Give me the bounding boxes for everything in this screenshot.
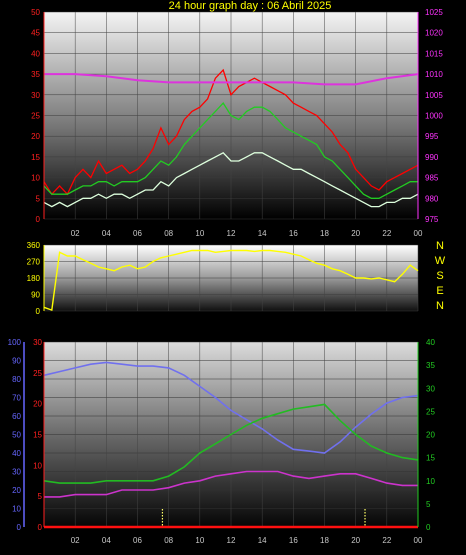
y2-tick-label: 980 bbox=[425, 194, 439, 203]
y-tick-label: 40 bbox=[31, 49, 40, 58]
y2-tick-label: 20 bbox=[426, 431, 435, 440]
y-temp-tick-label: 25 bbox=[33, 369, 42, 378]
x-tick-label: 08 bbox=[164, 229, 173, 238]
y2-tick-label: 10 bbox=[426, 477, 435, 486]
x-tick-label: 00 bbox=[414, 229, 423, 238]
y-tick-label: 10 bbox=[31, 174, 40, 183]
x-tick-label: 12 bbox=[227, 229, 236, 238]
humidity-series bbox=[43, 361, 419, 454]
y-temp-tick-label: 0 bbox=[38, 523, 43, 532]
y2-tick-label: 1010 bbox=[425, 70, 443, 79]
x-tick-label: 14 bbox=[258, 536, 267, 545]
direction-series bbox=[43, 249, 419, 312]
y-temp-tick-label: 15 bbox=[33, 431, 42, 440]
x-tick-label: 02 bbox=[71, 229, 80, 238]
y-tick-label: 45 bbox=[31, 29, 40, 38]
y-tick-label: 5 bbox=[36, 194, 41, 203]
y-humidity-tick-label: 40 bbox=[12, 449, 21, 458]
average-series bbox=[43, 151, 419, 208]
y2-tick-label: 1025 bbox=[425, 8, 443, 17]
x-tick-label: 20 bbox=[351, 229, 360, 238]
panel-wind-pressure: 0510152025303540455097598098599099510001… bbox=[31, 8, 443, 238]
y2-tick-label: 30 bbox=[426, 384, 435, 393]
cardinal-label: S bbox=[436, 270, 443, 282]
y-tick-label: 0 bbox=[36, 215, 41, 224]
x-tick-label: 12 bbox=[227, 536, 236, 545]
y2-tick-label: 15 bbox=[426, 454, 435, 463]
speed-series bbox=[43, 102, 418, 199]
y2-tick-label: 1015 bbox=[425, 49, 443, 58]
y-temp-tick-label: 30 bbox=[33, 338, 42, 347]
y2-tick-label: 995 bbox=[425, 132, 439, 141]
x-tick-label: 04 bbox=[102, 229, 111, 238]
y2-tick-label: 0 bbox=[426, 523, 431, 532]
x-tick-label: 06 bbox=[133, 229, 142, 238]
y-tick-label: 90 bbox=[31, 291, 40, 300]
x-tick-label: 04 bbox=[102, 536, 111, 545]
y-temp-tick-label: 5 bbox=[38, 492, 43, 501]
x-tick-label: 10 bbox=[195, 536, 204, 545]
cardinal-label: N bbox=[436, 300, 444, 312]
x-tick-label: 02 bbox=[71, 536, 80, 545]
y-tick-label: 35 bbox=[31, 70, 40, 79]
y-tick-label: 360 bbox=[27, 241, 41, 250]
y-humidity-tick-label: 100 bbox=[8, 338, 22, 347]
y2-tick-label: 35 bbox=[426, 361, 435, 370]
x-tick-label: 08 bbox=[164, 536, 173, 545]
x-tick-label: 14 bbox=[258, 229, 267, 238]
y2-tick-label: 1005 bbox=[425, 91, 443, 100]
y-tick-label: 30 bbox=[31, 91, 40, 100]
x-tick-label: 16 bbox=[289, 536, 298, 545]
y-temp-tick-label: 10 bbox=[33, 461, 42, 470]
y-tick-label: 270 bbox=[27, 258, 41, 267]
y-humidity-tick-label: 10 bbox=[12, 505, 21, 514]
x-tick-label: 22 bbox=[382, 229, 391, 238]
y-humidity-tick-label: 70 bbox=[12, 394, 21, 403]
y-humidity-tick-label: 80 bbox=[12, 375, 21, 384]
y-tick-label: 20 bbox=[31, 132, 40, 141]
x-tick-label: 00 bbox=[414, 536, 423, 545]
y-humidity-tick-label: 30 bbox=[12, 468, 21, 477]
y-tick-label: 25 bbox=[31, 112, 40, 121]
y-tick-label: 50 bbox=[31, 8, 40, 17]
y2-tick-label: 5 bbox=[426, 500, 431, 509]
cardinal-label: E bbox=[436, 285, 443, 297]
cardinal-label: W bbox=[435, 255, 446, 267]
y2-tick-label: 990 bbox=[425, 153, 439, 162]
x-tick-label: 22 bbox=[382, 536, 391, 545]
y-humidity-tick-label: 50 bbox=[12, 431, 21, 440]
y2-tick-label: 1000 bbox=[425, 112, 443, 121]
x-tick-label: 18 bbox=[320, 536, 329, 545]
x-tick-label: 18 bbox=[320, 229, 329, 238]
y-humidity-tick-label: 60 bbox=[12, 412, 21, 421]
dewpoint-series bbox=[44, 470, 418, 498]
y2-tick-label: 1020 bbox=[425, 29, 443, 38]
panel-temperature-humidity: 0102030405060708090100051015202530051015… bbox=[8, 338, 436, 545]
y-tick-label: 180 bbox=[27, 274, 41, 283]
y-temp-tick-label: 20 bbox=[33, 400, 42, 409]
y2-tick-label: 985 bbox=[425, 174, 439, 183]
y-humidity-tick-label: 0 bbox=[17, 523, 22, 532]
y2-tick-label: 25 bbox=[426, 407, 435, 416]
y-humidity-tick-label: 20 bbox=[12, 486, 21, 495]
gust-series bbox=[43, 68, 419, 196]
pressure-series bbox=[44, 73, 419, 86]
y-tick-label: 0 bbox=[36, 307, 41, 316]
y2-tick-label: 975 bbox=[425, 215, 439, 224]
x-tick-label: 06 bbox=[133, 536, 142, 545]
chart-title: 24 hour graph day : 06 Abril 2025 bbox=[169, 0, 332, 12]
x-tick-label: 10 bbox=[195, 229, 204, 238]
x-tick-label: 16 bbox=[289, 229, 298, 238]
cardinal-label: N bbox=[436, 240, 444, 252]
x-tick-label: 20 bbox=[351, 536, 360, 545]
y-humidity-tick-label: 90 bbox=[12, 357, 21, 366]
temperature-series bbox=[43, 403, 419, 484]
y-tick-label: 15 bbox=[31, 153, 40, 162]
y2-tick-label: 40 bbox=[426, 338, 435, 347]
